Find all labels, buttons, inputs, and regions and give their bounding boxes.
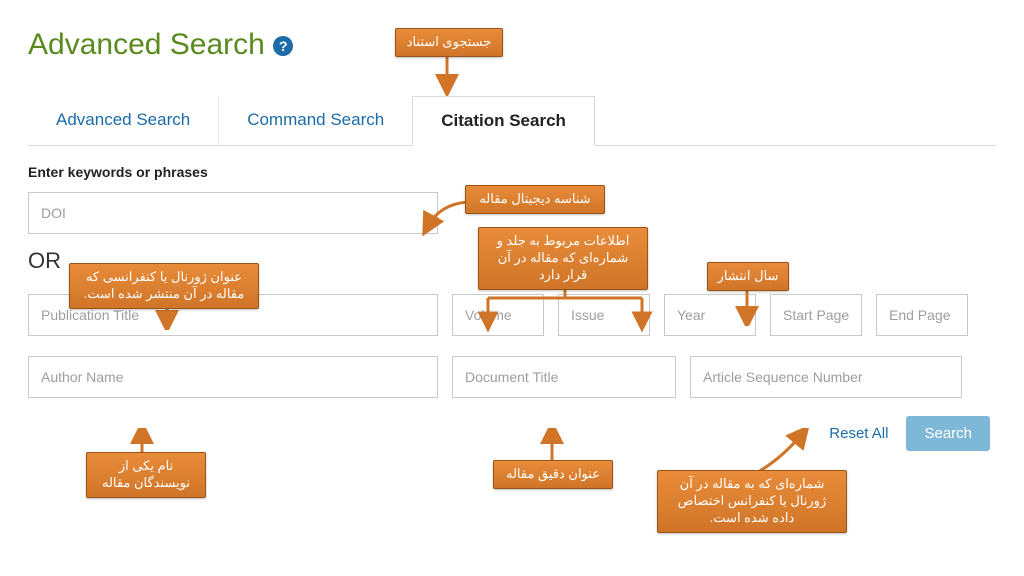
tab-advanced-search[interactable]: Advanced Search xyxy=(28,96,218,145)
tabs: Advanced Search Command Search Citation … xyxy=(28,96,996,146)
callout-publication-title: عنوان ژورنال یا کنفرانسی که مقاله در آن … xyxy=(69,263,259,309)
volume-input[interactable] xyxy=(452,294,544,336)
article-sequence-input[interactable] xyxy=(690,356,962,398)
callout-citation-search: جستجوی استناد xyxy=(395,28,503,57)
callout-author: نام یکی از نویسندگان مقاله xyxy=(86,452,206,498)
search-button[interactable]: Search xyxy=(906,416,990,451)
callout-doi: شناسه دیجیتال مقاله xyxy=(465,185,605,214)
start-page-input[interactable] xyxy=(770,294,862,336)
form-heading: Enter keywords or phrases xyxy=(28,164,996,180)
tab-citation-search[interactable]: Citation Search xyxy=(412,96,595,146)
reset-all-link[interactable]: Reset All xyxy=(829,425,888,442)
callout-year: سال انتشار xyxy=(707,262,789,291)
callout-sequence: شماره‌ای که به مقاله در آن ژورنال یا کنف… xyxy=(657,470,847,533)
tab-command-search[interactable]: Command Search xyxy=(218,96,412,145)
document-title-input[interactable] xyxy=(452,356,676,398)
end-page-input[interactable] xyxy=(876,294,968,336)
author-name-input[interactable] xyxy=(28,356,438,398)
doi-input[interactable] xyxy=(28,192,438,234)
callout-volume-issue: اطلاعات مربوط به جلد و شماره‌ای که مقاله… xyxy=(478,227,648,290)
year-input[interactable] xyxy=(664,294,756,336)
help-icon[interactable]: ? xyxy=(273,36,293,56)
callout-document-title: عنوان دقیق مقاله xyxy=(493,460,613,489)
issue-input[interactable] xyxy=(558,294,650,336)
page-title: Advanced Search xyxy=(28,28,265,62)
